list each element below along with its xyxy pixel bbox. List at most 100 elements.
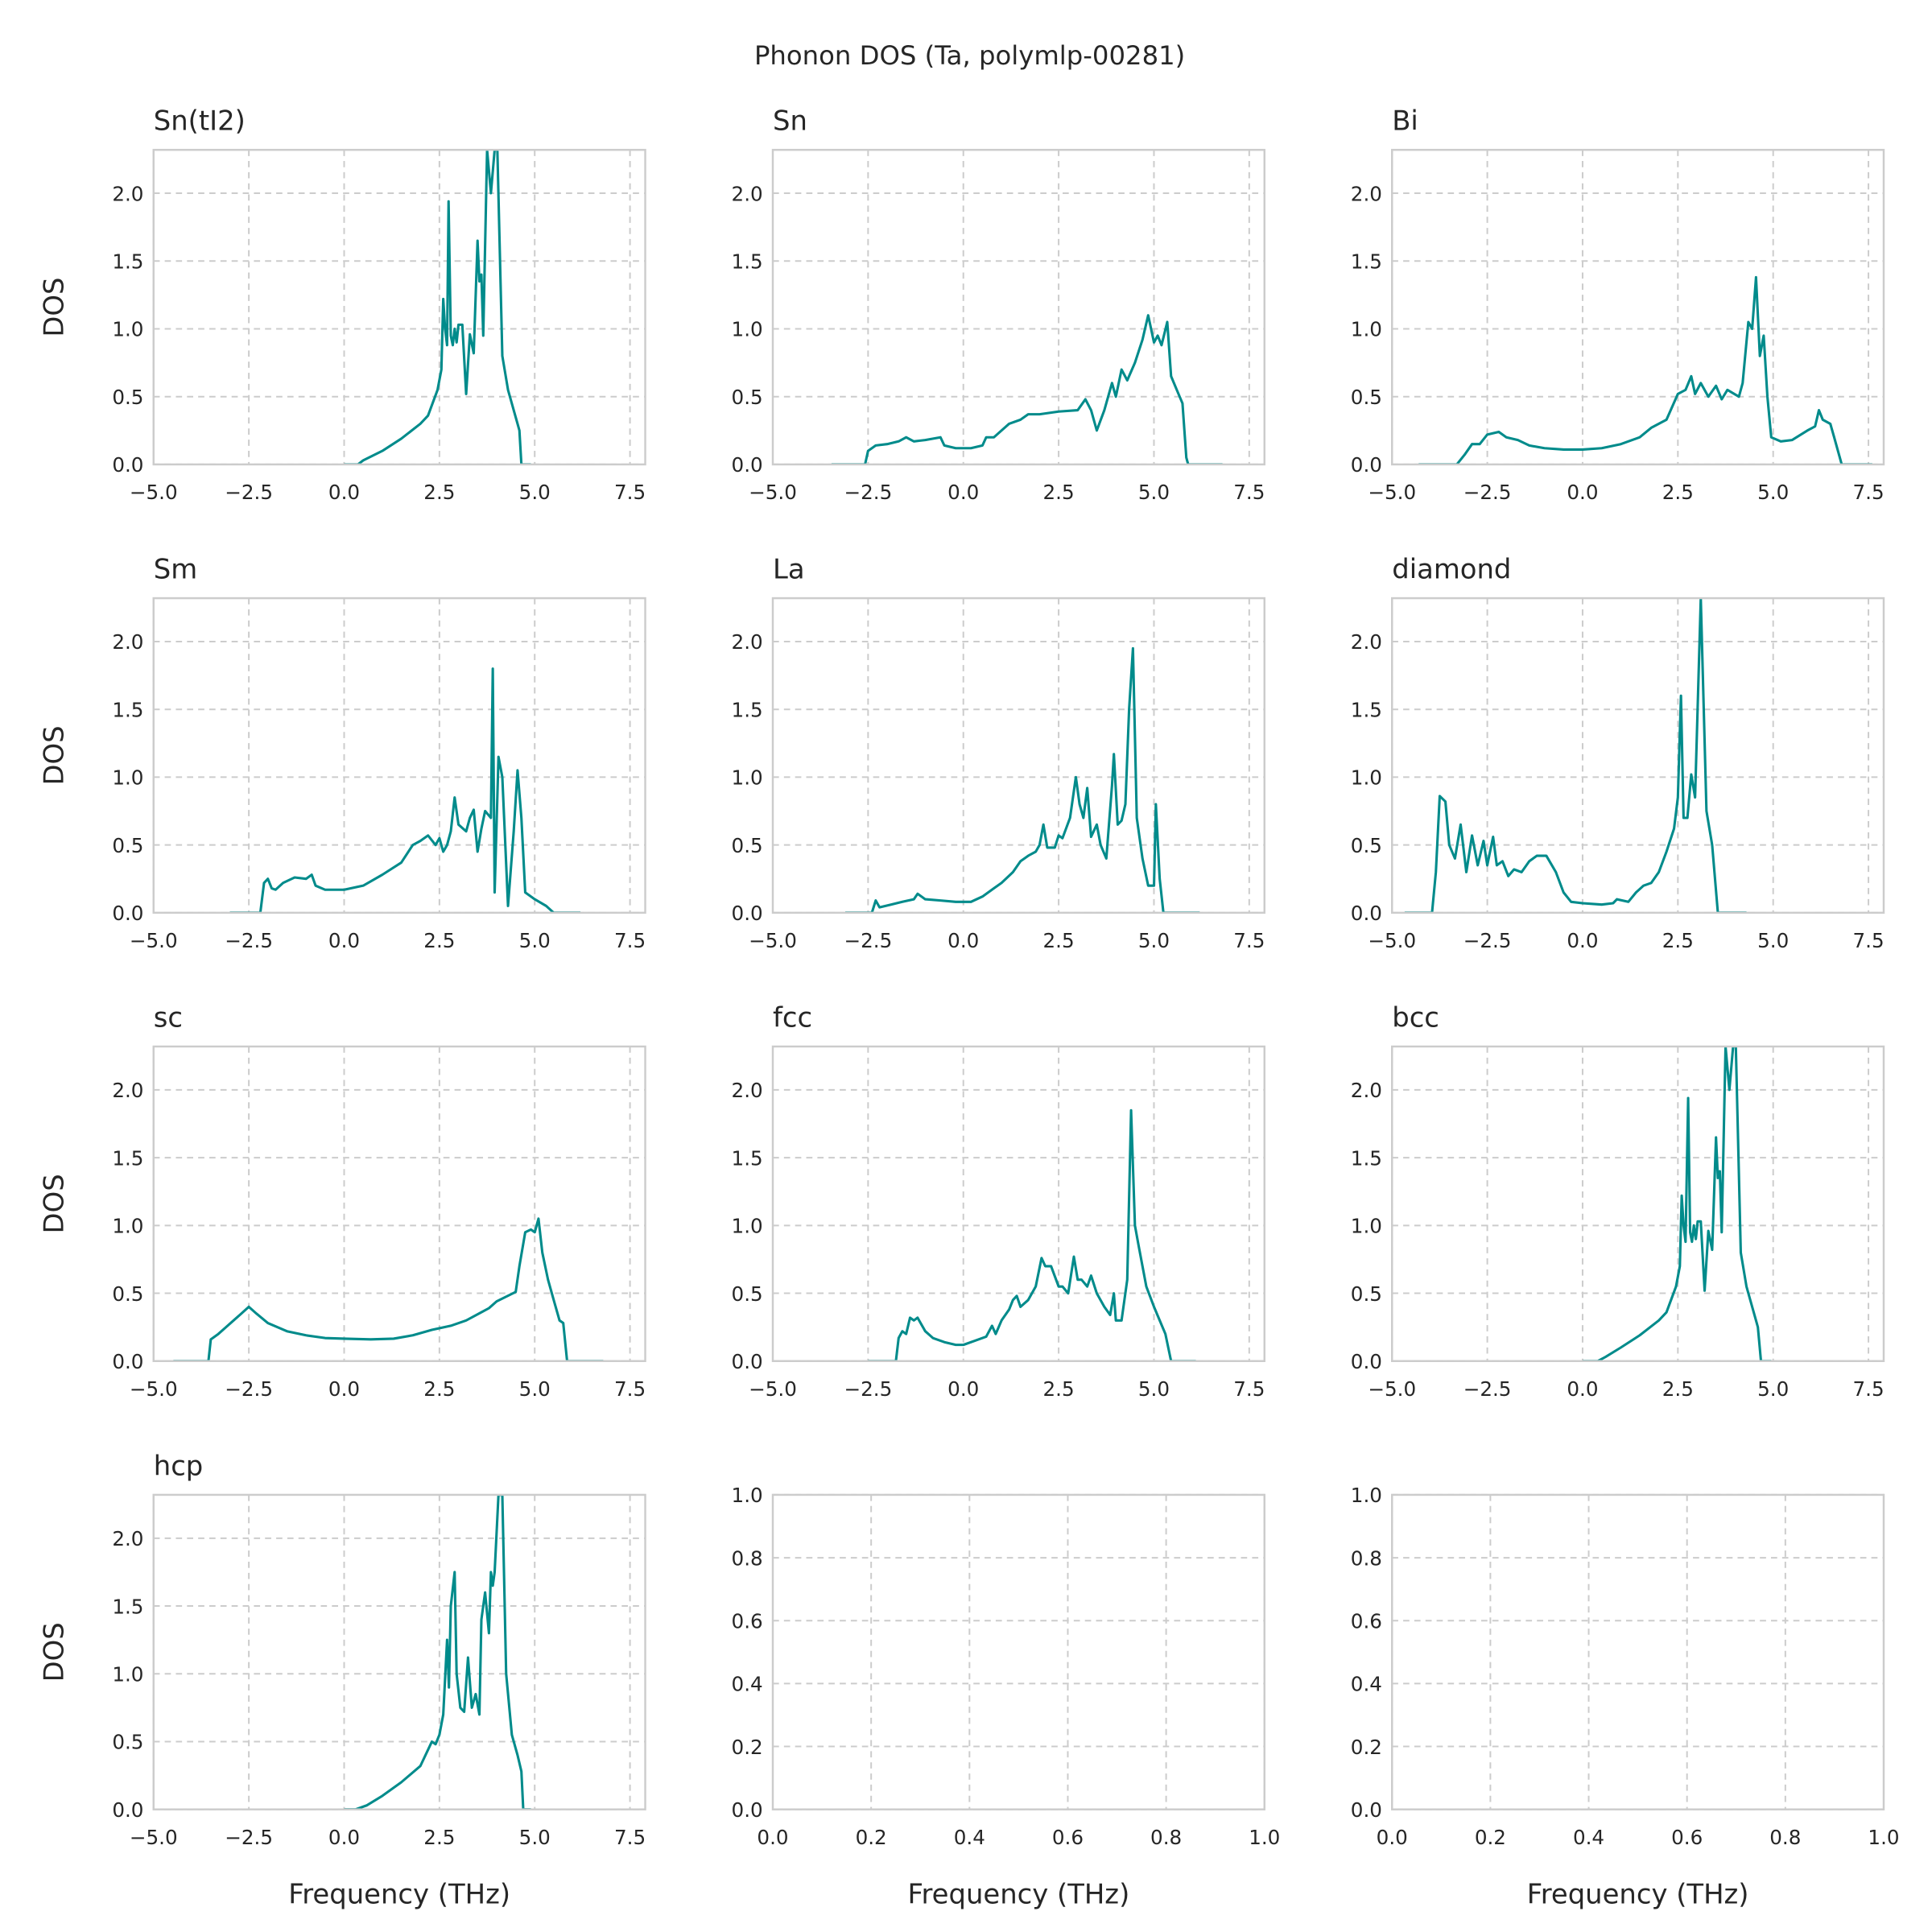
subplot-title: La [773,553,805,584]
x-tick-label: 7.5 [1852,929,1884,952]
x-tick-label: −5.0 [130,481,178,504]
y-tick-label: 0.0 [112,1350,143,1373]
y-tick-label: 1.5 [112,1595,143,1618]
y-tick-label: 1.0 [732,318,763,341]
y-tick-label: 0.6 [1351,1609,1382,1633]
y-tick-label: 1.5 [732,698,763,721]
axes-frame [771,1493,1265,1810]
x-tick-label: 7.5 [614,1377,646,1401]
y-tick-label: 1.5 [1351,698,1382,721]
subplot-empty-11: 0.0 0.2 0.4 0.6 0.8 1.0 0.0 0.2 0.4 0.6 0.8 1.0 Freq… [1351,1484,1900,1909]
x-tick-label: 7.5 [1233,929,1265,952]
x-tick-label: 7.5 [614,1826,646,1849]
x-tick-label: −2.5 [225,481,273,504]
axes-frame [152,1045,646,1362]
y-tick-label: 0.5 [1351,1282,1382,1306]
x-tick-label: 2.5 [1043,1377,1075,1401]
x-tick-label: 5.0 [1757,481,1789,504]
x-tick-label: 5.0 [1757,929,1789,952]
x-tick-label: 7.5 [1233,1377,1265,1401]
x-tick-label: 0.0 [1567,481,1598,504]
y-tick-label: 2.0 [1351,630,1382,654]
plot-area [153,1494,646,1810]
y-tick-label: 0.8 [1351,1546,1382,1570]
y-tick-label: 2.0 [732,1079,763,1102]
plot-area [773,1046,1265,1361]
x-tick-label: 0.2 [856,1826,887,1849]
plot-area [1392,598,1884,913]
subplot-bcc: −5.0 −2.5 0.0 2.5 5.0 7.5 0.0 0.5 1.0 1.5 2.0 bcc [1351,1001,1885,1401]
x-tick-label: −2.5 [844,929,892,952]
subplot-title: fcc [773,1001,812,1033]
x-tick-label: 1.0 [1868,1826,1899,1849]
x-tick-label: 0.2 [1475,1826,1506,1849]
x-tick-label: 7.5 [614,929,646,952]
x-tick-label: −2.5 [1463,929,1512,952]
y-tick-label: 1.0 [112,318,143,341]
y-tick-label: 2.0 [112,1079,143,1102]
plot-area [153,150,646,464]
x-tick-label: −2.5 [844,481,892,504]
subplot-title: Sm [154,553,197,584]
x-tick-label: −5.0 [1368,929,1416,952]
plot-area [773,150,1265,464]
y-tick-label: 2.0 [112,1527,143,1550]
dos-line [173,1217,604,1361]
y-tick-label: 0.0 [112,453,143,477]
x-tick-label: 0.0 [757,1826,788,1849]
x-tick-label: 5.0 [519,1826,551,1849]
y-tick-label: 1.5 [1351,1146,1382,1170]
axes-frame [152,597,646,914]
x-tick-label: 5.0 [519,929,551,952]
y-tick-label: 1.5 [112,1146,143,1170]
x-tick-label: 0.0 [947,1377,979,1401]
x-tick-label: 2.5 [423,929,455,952]
x-tick-label: 7.5 [1852,481,1884,504]
y-tick-label: 0.0 [112,1798,143,1822]
x-tick-label: −5.0 [749,481,797,504]
y-tick-label: 1.5 [112,698,143,721]
y-tick-label: 0.5 [112,834,143,857]
x-tick-label: 0.6 [1052,1826,1084,1849]
y-tick-label: 2.0 [1351,1079,1382,1102]
y-tick-label: 1.5 [112,250,143,274]
y-tick-label: 0.0 [1351,453,1382,477]
axes-frame [1391,1045,1885,1362]
y-tick-label: 0.4 [732,1673,763,1696]
x-tick-label: 1.0 [1249,1826,1280,1849]
y-tick-label: 1.5 [732,1146,763,1170]
y-tick-label: 0.5 [112,1282,143,1306]
x-tick-label: 0.8 [1769,1826,1801,1849]
y-tick-label: 1.0 [732,1484,763,1507]
subplot-diamond: −5.0 −2.5 0.0 2.5 5.0 7.5 0.0 0.5 1.0 1.5 2.0 diamo… [1351,553,1885,952]
y-tick-label: 1.0 [1351,318,1382,341]
y-tick-label: 1.0 [112,1215,143,1238]
x-tick-label: −2.5 [1463,1377,1512,1401]
y-tick-label: 0.4 [1351,1673,1382,1696]
y-tick-label: 1.5 [732,250,763,274]
x-tick-label: 2.5 [423,481,455,504]
plot-area [153,598,646,913]
y-tick-label: 0.5 [732,1282,763,1306]
axes-frame [771,1045,1265,1362]
y-tick-label: 2.0 [112,630,143,654]
dos-line [1583,1046,1772,1361]
axes-frame [1391,597,1885,914]
y-tick-label: 0.6 [732,1609,763,1633]
subplot-hcp: −5.0 −2.5 0.0 2.5 5.0 7.5 0.0 0.5 1.0 1.5 2.0 hcp DO… [38,1450,646,1910]
axes-frame [771,597,1265,914]
x-tick-label: 7.5 [1852,1377,1884,1401]
subplot-title: diamond [1392,553,1511,584]
x-tick-label: 2.5 [1662,481,1694,504]
dos-line [1418,275,1872,464]
x-tick-label: 0.0 [947,929,979,952]
figure-title: Phonon DOS (Ta, polymlp-00281) [754,40,1185,71]
x-tick-label: 2.5 [423,1377,455,1401]
y-tick-label: 0.5 [1351,834,1382,857]
x-tick-label: 0.0 [328,1826,360,1849]
y-axis-label: DOS [38,1174,69,1233]
y-tick-label: 0.2 [732,1736,763,1759]
y-tick-label: 0.0 [112,902,143,925]
y-axis-label: DOS [38,725,69,785]
